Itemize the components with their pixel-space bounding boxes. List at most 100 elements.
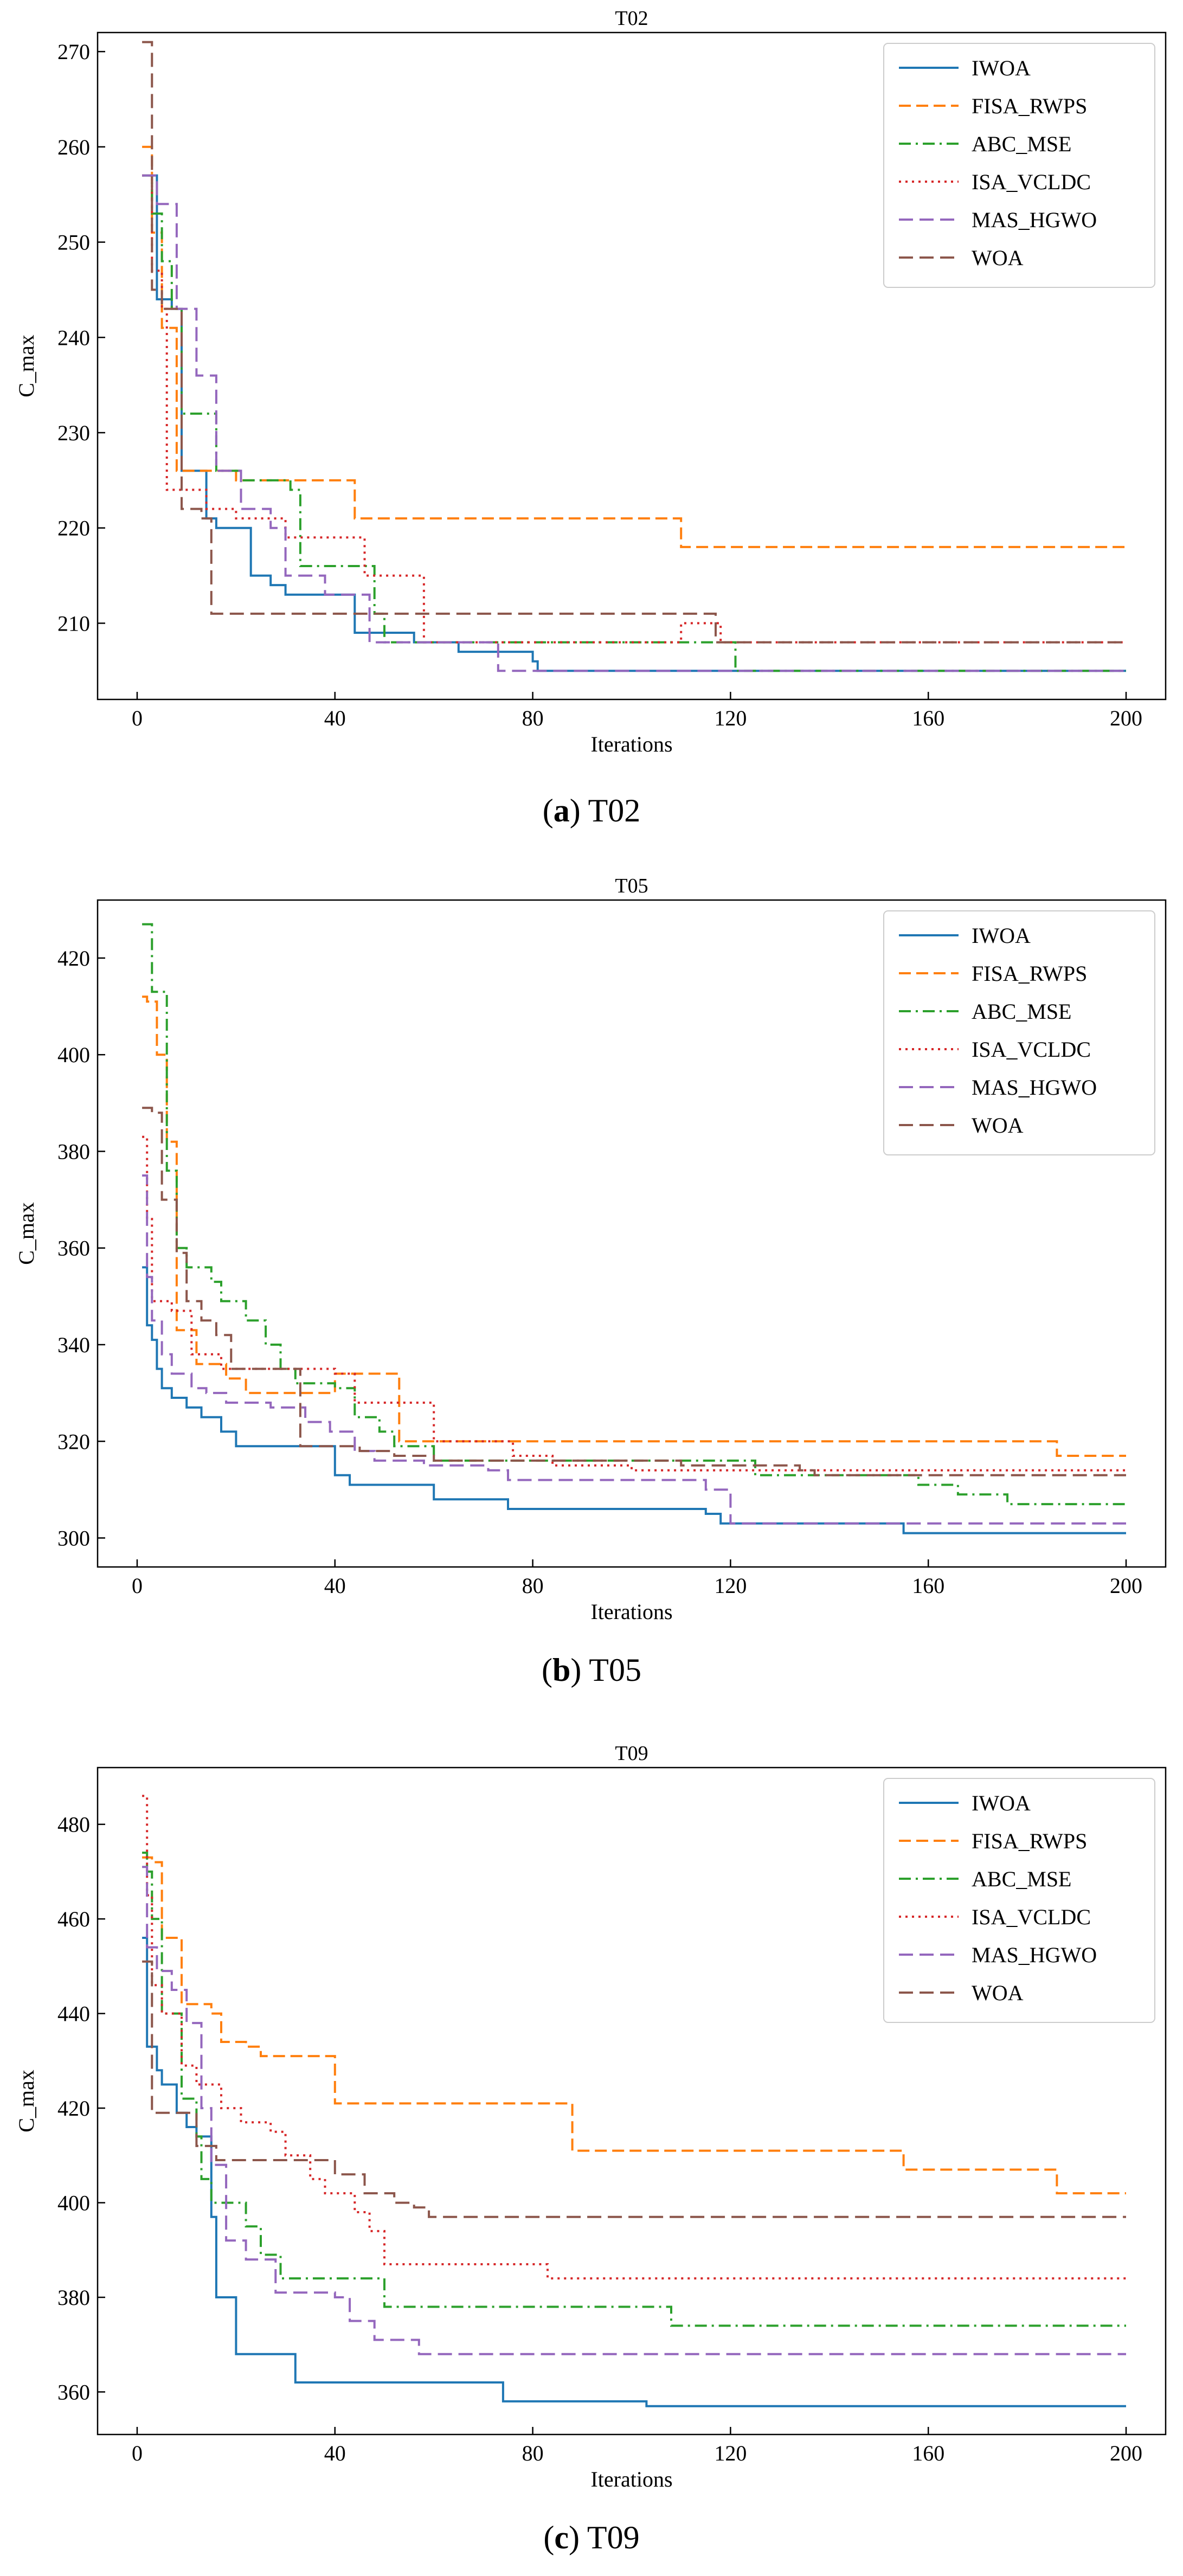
x-axis-label: Iterations [590, 732, 672, 756]
caption-open-paren: ( [542, 1652, 553, 1688]
y-axis-label: C_max [14, 2070, 38, 2132]
y-tick-label: 360 [57, 2380, 90, 2404]
chart-title: T05 [615, 875, 648, 897]
caption-b: (b) T05 [0, 1651, 1183, 1689]
x-tick-label: 80 [522, 706, 544, 730]
chart-t05: T05 0 40 80 120 160 200 300 320 340 360 380 400 420 It… [14, 875, 1167, 1624]
legend-label: ISA_VCLDC [972, 170, 1091, 194]
series-line-abc-mse [142, 174, 1126, 672]
y-tick-label: 400 [57, 1043, 90, 1067]
legend-label: ABC_MSE [972, 1867, 1072, 1891]
series-group [142, 1795, 1126, 2407]
x-tick-label: 40 [324, 2441, 346, 2465]
y-tick-label: 480 [57, 1813, 90, 1837]
legend-label: ISA_VCLDC [972, 1905, 1091, 1929]
y-tick-label: 420 [57, 2096, 90, 2121]
x-tick-label: 160 [912, 1573, 944, 1598]
x-axis-label: Iterations [590, 2467, 672, 2491]
series-line-abc-mse [142, 1852, 1126, 2327]
y-tick-label: 360 [57, 1236, 90, 1261]
series-line-iwoa [142, 1937, 1126, 2407]
y-tick-label: 270 [57, 40, 90, 64]
legend-label: FISA_RWPS [972, 961, 1087, 986]
y-tick-label: 300 [57, 1526, 90, 1551]
series-line-isa-vcldc [142, 174, 1126, 644]
legend-label: ABC_MSE [972, 132, 1072, 156]
caption-text: T05 [581, 1652, 641, 1688]
series-line-mas-hgwo [142, 1174, 1126, 1525]
series-line-mas-hgwo [142, 174, 1126, 672]
y-tick-label: 440 [57, 2002, 90, 2026]
y-tick-label: 340 [57, 1333, 90, 1357]
legend: IWOA FISA_RWPS ABC_MSE ISA_VCLDC MAS_HGWO WOA [883, 43, 1155, 288]
legend-label: MAS_HGWO [972, 1943, 1097, 1967]
chart-t02: T02 0 40 80 120 160 200 210 220 230 240 250 260 270 It… [14, 7, 1167, 756]
legend-label: FISA_RWPS [972, 1829, 1087, 1853]
x-tick-label: 0 [132, 2441, 143, 2465]
caption-letter: c [554, 2520, 569, 2555]
x-tick-label: 200 [1110, 706, 1142, 730]
legend-box [883, 43, 1155, 288]
x-tick-label: 160 [912, 2441, 944, 2465]
y-tick-label: 320 [57, 1429, 90, 1454]
x-tick-label: 200 [1110, 2441, 1142, 2465]
x-tick-label: 40 [324, 706, 346, 730]
series-line-fisa-rwps [142, 995, 1126, 1457]
y-tick-label: 460 [57, 1907, 90, 1931]
series-line-mas-hgwo [142, 1866, 1126, 2355]
y-tick-label: 420 [57, 946, 90, 971]
chart-title: T02 [615, 7, 648, 30]
series-line-isa-vcldc [142, 1135, 1126, 1472]
x-tick-label: 120 [714, 2441, 747, 2465]
series-line-woa [142, 1960, 1126, 2218]
y-tick-label: 220 [57, 516, 90, 541]
caption-letter: a [553, 793, 570, 828]
series-line-fisa-rwps [142, 1856, 1126, 2195]
x-tick-label: 120 [714, 706, 747, 730]
y-tick-label: 260 [57, 135, 90, 159]
x-tick-label: 80 [522, 1573, 544, 1598]
plot-frame [97, 1766, 1167, 2436]
series-line-iwoa [142, 1266, 1126, 1534]
plot-frame [97, 899, 1167, 1568]
x-tick-label: 120 [714, 1573, 747, 1598]
series-group [142, 923, 1126, 1534]
caption-c: (c) T09 [0, 2519, 1183, 2556]
y-tick-label: 230 [57, 421, 90, 445]
legend-label: WOA [972, 1113, 1024, 1138]
caption-close-paren: ) [570, 1652, 582, 1688]
y-axis-label: C_max [14, 1202, 38, 1265]
caption-letter: b [552, 1652, 571, 1688]
legend-label: WOA [972, 246, 1024, 270]
legend: IWOA FISA_RWPS ABC_MSE ISA_VCLDC MAS_HGWO WOA [883, 910, 1155, 1155]
y-tick-label: 380 [57, 1139, 90, 1164]
y-tick-label: 210 [57, 611, 90, 635]
y-tick-label: 400 [57, 2191, 90, 2215]
legend-label: ABC_MSE [972, 999, 1072, 1024]
caption-close-paren: ) [569, 793, 581, 828]
x-tick-label: 40 [324, 1573, 346, 1598]
legend-label: MAS_HGWO [972, 1075, 1097, 1100]
legend-label: MAS_HGWO [972, 208, 1097, 232]
legend-label: IWOA [972, 56, 1031, 80]
caption-open-paren: ( [543, 2520, 555, 2555]
series-line-fisa-rwps [142, 145, 1126, 548]
series-group [142, 41, 1126, 672]
y-tick-label: 250 [57, 230, 90, 255]
caption-open-paren: ( [542, 793, 554, 828]
series-line-woa [142, 1107, 1126, 1476]
chart-title: T09 [615, 1742, 648, 1765]
caption-close-paren: ) [569, 2520, 580, 2555]
y-tick-label: 240 [57, 325, 90, 350]
caption-a: (a) T02 [0, 792, 1183, 830]
x-tick-label: 0 [132, 1573, 143, 1598]
legend-label: IWOA [972, 1791, 1031, 1815]
x-tick-label: 0 [132, 706, 143, 730]
series-line-woa [142, 41, 1126, 644]
legend: IWOA FISA_RWPS ABC_MSE ISA_VCLDC MAS_HGWO WOA [883, 1778, 1155, 2023]
legend-box [883, 910, 1155, 1155]
y-tick-label: 380 [57, 2285, 90, 2310]
legend-label: ISA_VCLDC [972, 1037, 1091, 1062]
legend-label: IWOA [972, 923, 1031, 948]
caption-text: T09 [580, 2520, 640, 2555]
